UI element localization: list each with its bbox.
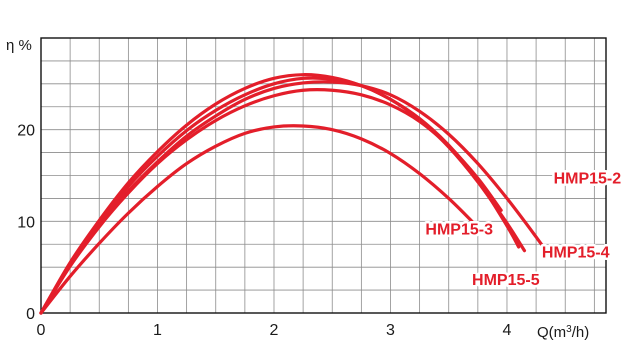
x-tick-label: 3 (386, 322, 395, 339)
y-tick-label: 0 (26, 306, 35, 323)
label-hmp15-3: HMP15-3 (425, 222, 493, 239)
curves (39, 73, 550, 315)
label-hmp15-5: HMP15-5 (472, 272, 540, 289)
x-tick-label: 1 (153, 322, 162, 339)
curve-hmp15-5 (39, 76, 521, 315)
label-hmp15-2: HMP15-2 (554, 170, 622, 187)
x-tick-label: 4 (503, 322, 512, 339)
curve-hmp15-4 (39, 73, 527, 315)
y-tick-label: 10 (17, 214, 35, 231)
y-tick-label: 20 (17, 123, 35, 140)
x-axis-title: Q(m3/h) (537, 324, 589, 342)
tick-labels: 0 1 2 3 4 0 10 20 (17, 123, 511, 339)
curve-5 (39, 124, 474, 315)
y-axis-title: η % (6, 37, 32, 54)
x-tick-label: 0 (37, 322, 46, 339)
plot-frame (40, 37, 607, 314)
label-hmp15-4: HMP15-4 (542, 245, 610, 262)
curve-hmp15-3 (39, 88, 503, 315)
x-tick-label: 2 (270, 322, 279, 339)
